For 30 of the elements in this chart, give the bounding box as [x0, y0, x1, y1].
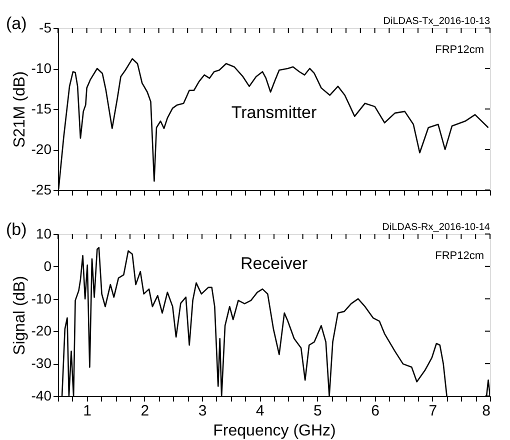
y-tick-label: -10	[31, 290, 52, 306]
x-tick-label: 1	[83, 402, 92, 420]
y-tick-label: -30	[31, 355, 52, 372]
x-tick-label: 8	[482, 402, 490, 420]
x-tick-label: 2	[140, 402, 150, 420]
y-tick-label: -15	[31, 100, 52, 116]
x-axis-title: Frequency (GHz)	[213, 422, 336, 440]
annotation: Receiver	[240, 254, 308, 273]
y-tick-label: 0	[44, 258, 52, 274]
text: DiLDAS-Tx_2016-10-13	[383, 16, 490, 27]
y-tick-label: 10	[36, 226, 52, 242]
text: DiLDAS-Rx_2016-10-14	[382, 222, 490, 233]
annotation: FRP12cm	[435, 250, 484, 262]
annotation: FRP12cm	[435, 44, 484, 56]
x-tick-label: 5	[314, 402, 322, 420]
y-tick-label: -20	[31, 141, 52, 157]
x-tick-label: 3	[198, 402, 207, 420]
annotation: Transmitter	[231, 103, 317, 122]
y-tick-label: -20	[31, 322, 52, 339]
x-tick-label: 6	[371, 402, 380, 420]
y-tick-label: -40	[31, 388, 52, 404]
y-tick-label: -5	[39, 20, 52, 36]
y-axis-title: Signal (dB)	[11, 276, 28, 356]
x-tick-label: 7	[428, 402, 438, 420]
text: (a)	[6, 14, 27, 33]
text: (b)	[6, 220, 27, 239]
y-axis-title: S21M (dB)	[11, 71, 28, 148]
y-tick-label: -25	[31, 182, 52, 198]
x-tick-label: 4	[256, 402, 264, 420]
y-tick-label: -10	[31, 60, 52, 76]
